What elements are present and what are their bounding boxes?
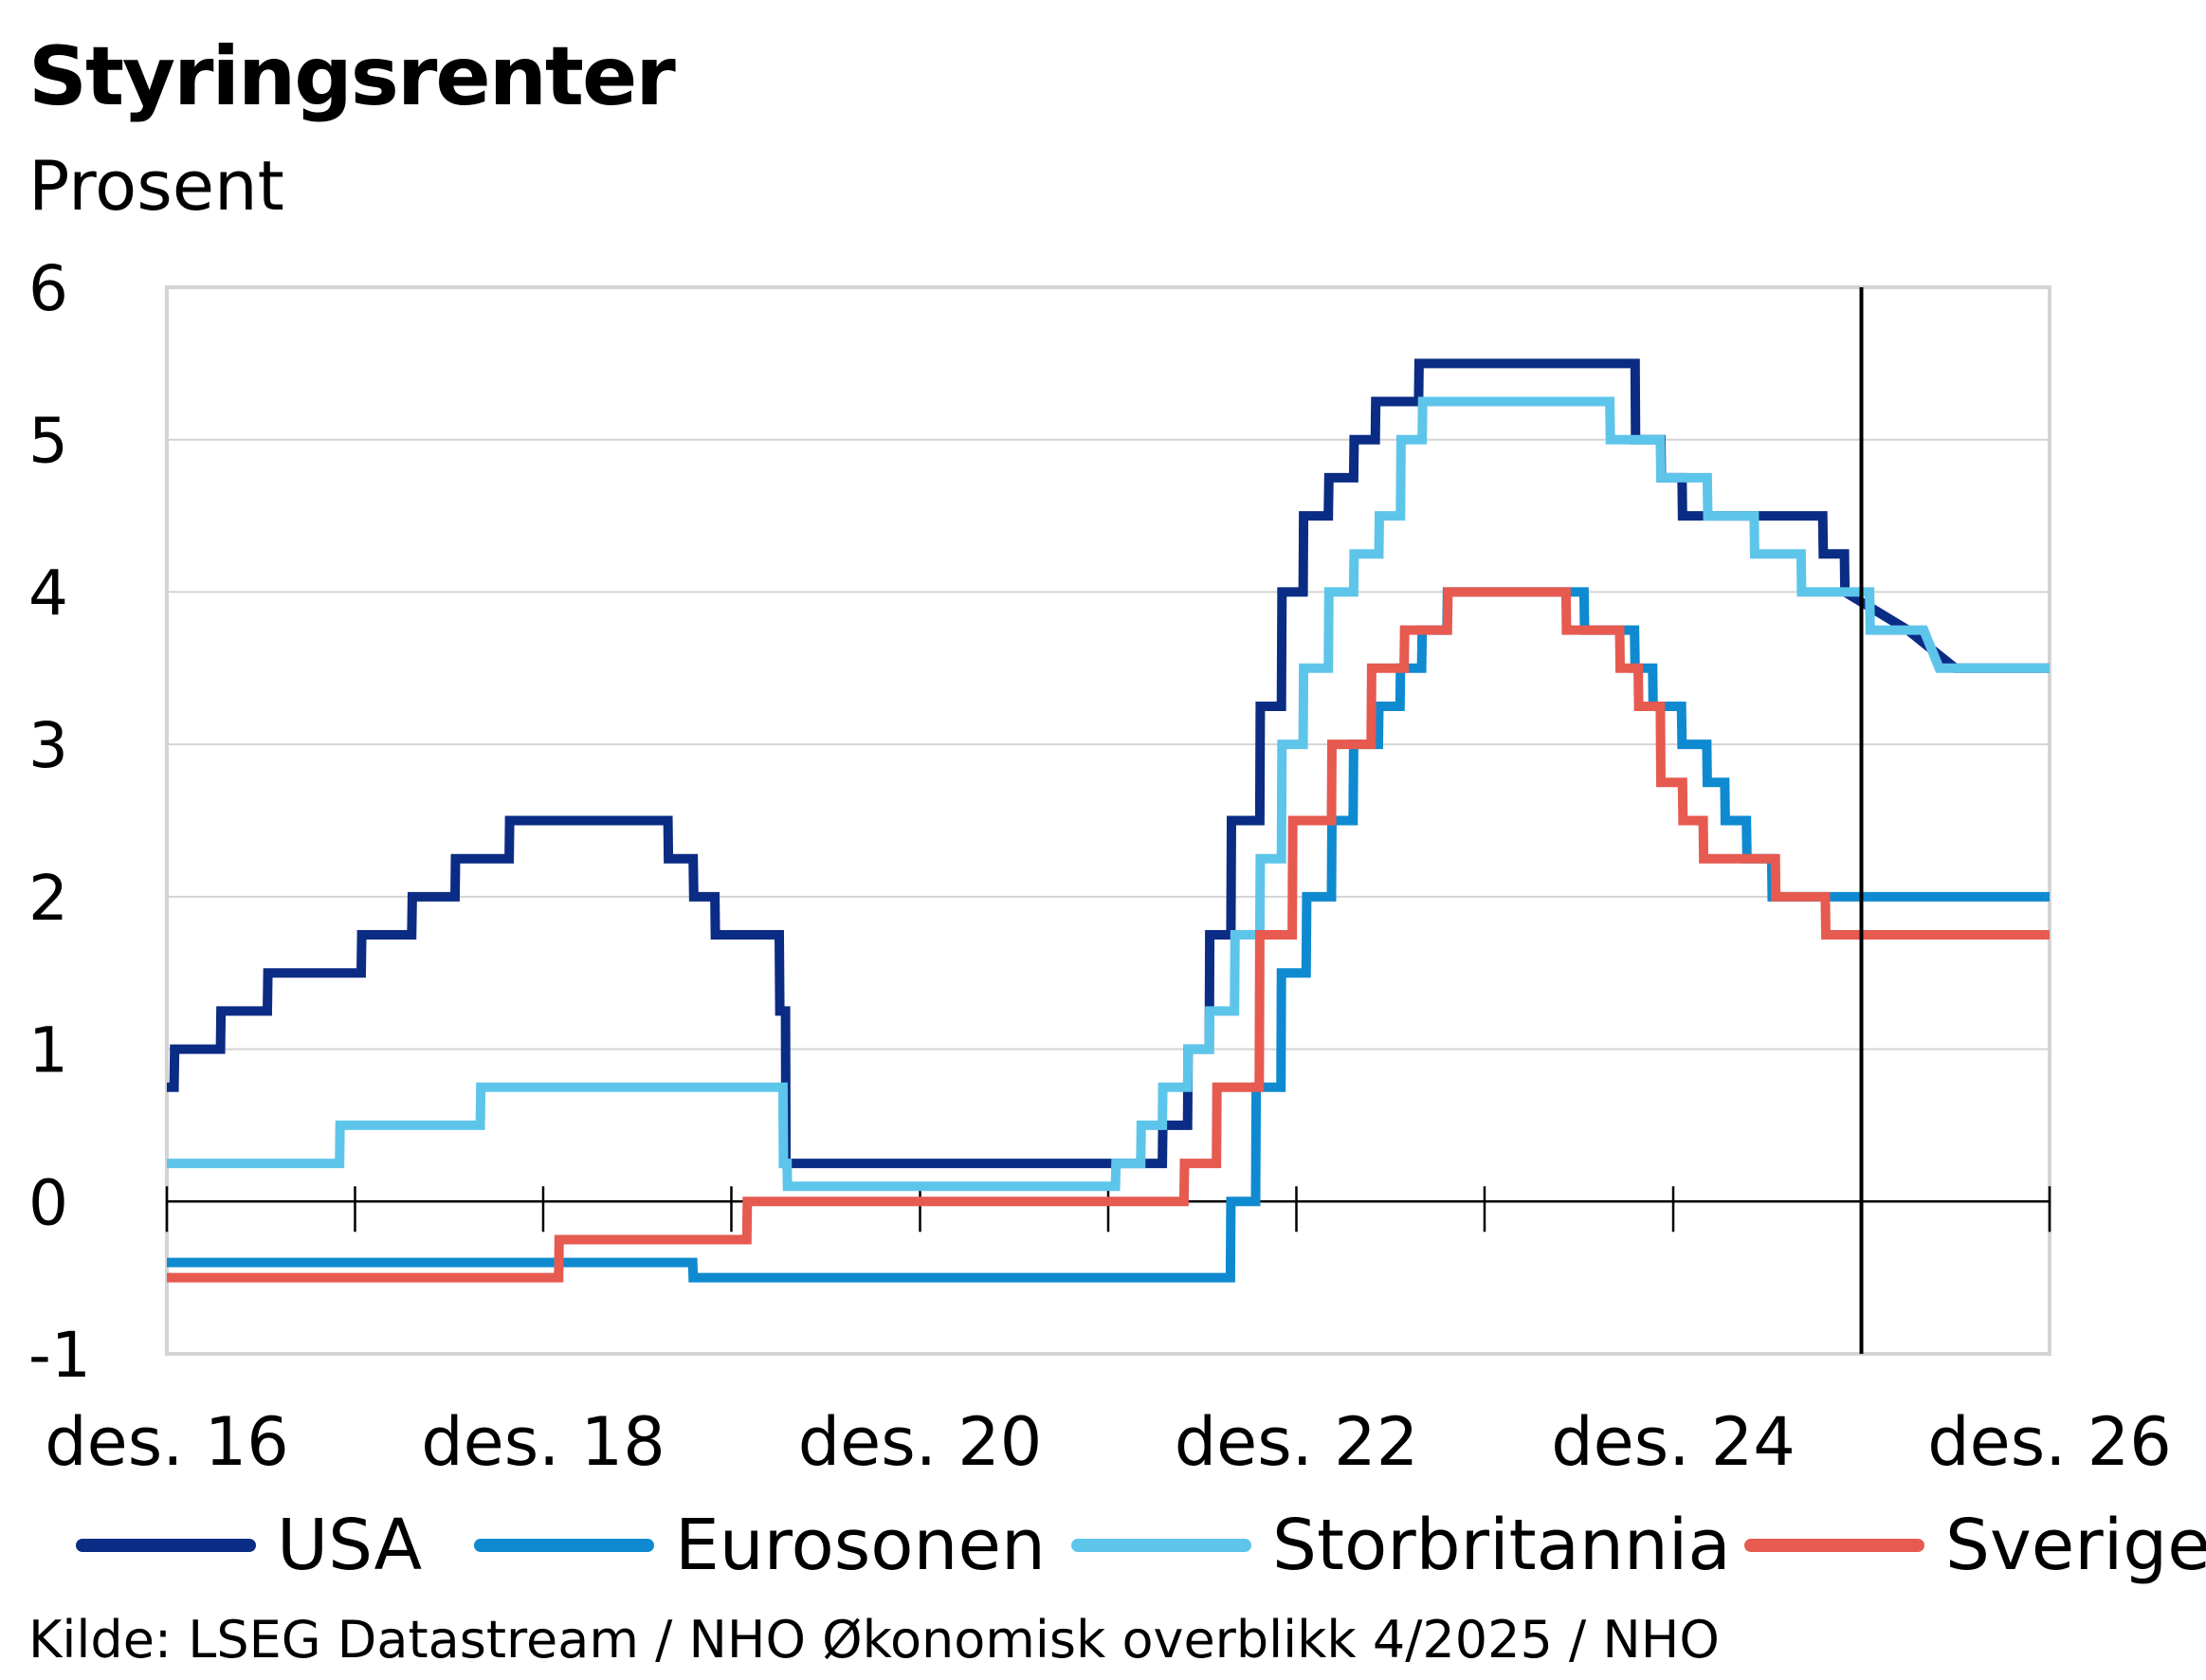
- x-tick-label: des. 26: [1927, 1403, 2172, 1481]
- legend-item-eurosonen: Eurosonen: [474, 1498, 1046, 1593]
- x-tick-label: des. 18: [421, 1403, 665, 1481]
- x-tick-label: des. 16: [45, 1403, 289, 1481]
- legend-swatch: [1744, 1539, 1924, 1552]
- y-tick-label: 3: [28, 709, 68, 782]
- y-tick-label: 6: [28, 252, 68, 325]
- series-line-eurosonen: [167, 587, 2050, 1283]
- series-lines: [167, 287, 2050, 1354]
- legend-swatch: [1071, 1539, 1251, 1552]
- legend-label: Eurosonen: [675, 1505, 1046, 1586]
- tick-labels: -1 0 1 2 3 4 5 6 des. 16 des. 18 des. 20 des. 22 des…: [28, 252, 2172, 1481]
- y-tick-label: 4: [28, 557, 68, 630]
- y-tick-label: 5: [28, 405, 68, 478]
- legend-item-storbritannia: Storbritannia: [1071, 1498, 1731, 1593]
- chart-title: Styringsrenter: [28, 29, 676, 124]
- legend-label: Storbritannia: [1272, 1505, 1731, 1586]
- source-note: Kilde: LSEG Datastream / NHO Økonomisk o…: [28, 1610, 1720, 1670]
- chart-subtitle: Prosent: [28, 146, 284, 226]
- x-tick-label: des. 20: [798, 1403, 1043, 1481]
- plot-frame: [165, 285, 2051, 1356]
- legend-swatch: [76, 1539, 256, 1552]
- y-tick-label: 0: [28, 1166, 68, 1239]
- legend: USA Eurosonen Storbritannia Sverige: [0, 1498, 2206, 1593]
- legend-swatch: [474, 1539, 654, 1552]
- axes: [165, 285, 2051, 1356]
- series-line-usa: [167, 358, 2050, 1169]
- series-line-sverige: [167, 587, 2050, 1283]
- legend-label: Sverige: [1945, 1505, 2206, 1586]
- chart-plot: -1 0 1 2 3 4 5 6 des. 16 des. 18 des. 20 des. 22 des…: [28, 252, 2172, 1481]
- legend-item-sverige: Sverige: [1744, 1498, 2206, 1593]
- y-tick-label: 1: [28, 1014, 68, 1087]
- x-tick-label: des. 22: [1175, 1403, 1419, 1481]
- y-tick-label: -1: [28, 1319, 91, 1392]
- legend-item-usa: USA: [76, 1498, 422, 1593]
- series-line-storbritannia: [167, 396, 2050, 1192]
- grid-lines: [167, 438, 2050, 1050]
- x-tick-label: des. 24: [1551, 1403, 1796, 1481]
- legend-label: USA: [277, 1505, 423, 1586]
- y-tick-label: 2: [28, 862, 68, 935]
